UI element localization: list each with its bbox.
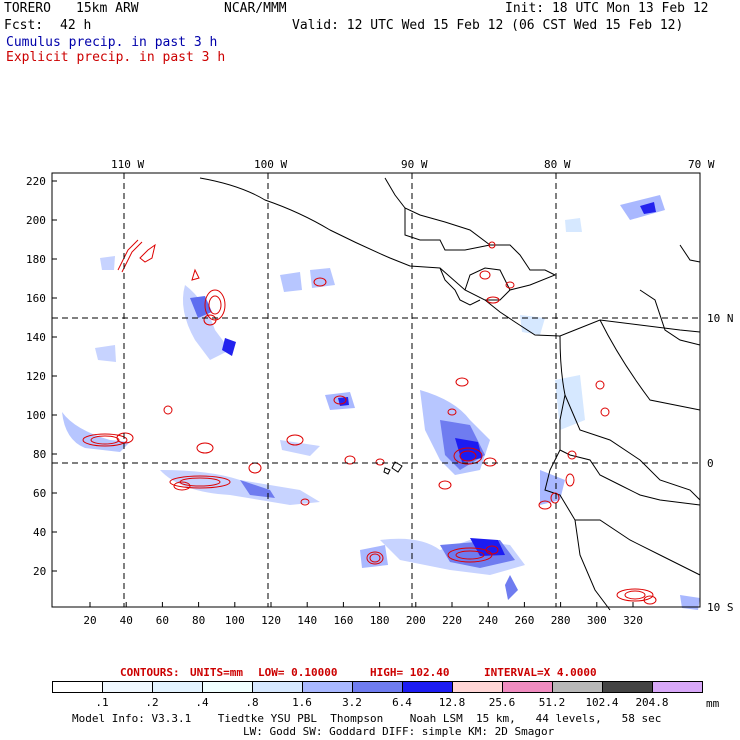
y-tick-label: 60 [33, 487, 47, 500]
colorbar-unit: mm [706, 697, 720, 710]
colorbar-label: 6.4 [392, 696, 412, 709]
contours-units: UNITS=mm [190, 666, 243, 679]
y-tick-label: 120 [26, 370, 46, 383]
y-tick-label: 180 [26, 253, 46, 266]
colorbar-swatch [602, 681, 653, 693]
init-time: Init: 18 UTC Mon 13 Feb 12 [505, 1, 709, 16]
x-tick-label: 300 [586, 614, 607, 627]
y-tick-label: 160 [26, 292, 46, 305]
colorbar-label: .4 [195, 696, 209, 709]
colorbar-label: .2 [145, 696, 159, 709]
y-tick-label: 220 [26, 175, 46, 188]
x-tick-label: 280 [550, 614, 571, 627]
colorbar-label: 204.8 [635, 696, 669, 709]
forecast-hours: 42 h [60, 18, 92, 33]
colorbar-label: 102.4 [585, 696, 619, 709]
y-tick-label: 20 [33, 565, 47, 578]
colorbar-swatch [102, 681, 153, 693]
x-tick-label: 80 [192, 614, 206, 627]
valid-time: Valid: 12 UTC Wed 15 Feb 12 (06 CST Wed … [292, 18, 684, 33]
colorbar-swatch [552, 681, 603, 693]
colorbar-label: 51.2 [538, 696, 566, 709]
organization: NCAR/MMM [224, 1, 287, 16]
cumulus-precip-title: Cumulus precip. in past 3 h [6, 35, 218, 50]
colorbar-label: 12.8 [438, 696, 466, 709]
y-tick-label: 140 [26, 331, 46, 344]
lon-label-90w: 90 W [401, 158, 428, 171]
lat-label-equator: 0 [707, 457, 714, 470]
lon-label-110w: 110 W [111, 158, 145, 171]
colorbar-swatch [252, 681, 303, 693]
explicit-precip-title: Explicit precip. in past 3 h [6, 50, 226, 65]
model-info-line1: Model Info: V3.3.1 Tiedtke YSU PBL Thomp… [72, 712, 662, 725]
x-tick-label: 220 [442, 614, 462, 627]
colorbar-swatch [352, 681, 403, 693]
x-tick-label: 160 [333, 614, 354, 627]
explicit-precip-contours [82, 239, 657, 605]
x-tick-label: 20 [83, 614, 97, 627]
colorbar-swatch [502, 681, 553, 693]
y-tick-label: 100 [26, 409, 46, 422]
colorbar-swatch [52, 681, 103, 693]
contours-high: HIGH= 102.40 [370, 666, 450, 679]
colorbar-label: 3.2 [342, 696, 362, 709]
contours-low: LOW= 0.10000 [258, 666, 338, 679]
model-info-line2: LW: Godd SW: Goddard DIFF: simple KM: 2D… [243, 725, 555, 738]
x-tick-label: 320 [623, 614, 643, 627]
contours-label: CONTOURS: [120, 666, 180, 679]
forecast-label: Fcst: [4, 18, 44, 33]
x-tick-label: 40 [119, 614, 133, 627]
x-tick-label: 140 [297, 614, 318, 627]
colorbar-label: .1 [95, 696, 109, 709]
colorbar-swatch [302, 681, 353, 693]
colorbar-label: 25.6 [488, 696, 516, 709]
x-tick-label: 200 [405, 614, 426, 627]
colorbar-swatch [652, 681, 703, 693]
colorbar-label: 1.6 [292, 696, 312, 709]
colorbar-label: .8 [245, 696, 259, 709]
lat-label-10s: 10 S [707, 601, 734, 614]
y-tick-label: 200 [26, 214, 46, 227]
y-tick-label: 40 [33, 526, 47, 539]
contours-interval: INTERVAL=X 4.0000 [484, 666, 597, 679]
cumulus-precip-shading [62, 195, 700, 610]
colorbar-swatch [402, 681, 453, 693]
colorbar-swatch [152, 681, 203, 693]
x-tick-label: 240 [478, 614, 499, 627]
x-tick-label: 100 [224, 614, 245, 627]
x-tick-label: 180 [369, 614, 390, 627]
x-tick-label: 260 [514, 614, 535, 627]
lon-label-70w: 70 W [688, 158, 715, 171]
x-tick-label: 120 [261, 614, 281, 627]
lat-label-10n: 10 N [707, 312, 734, 325]
x-tick-label: 60 [155, 614, 170, 627]
colorbar-swatch [202, 681, 253, 693]
coastlines [199, 177, 701, 611]
graticule [52, 173, 700, 607]
y-tick-label: 80 [33, 448, 47, 461]
map-frame [51, 172, 701, 608]
model-resolution: 15km ARW [76, 1, 139, 16]
lon-label-80w: 80 W [544, 158, 571, 171]
lon-label-100w: 100 W [254, 158, 288, 171]
colorbar-swatch [452, 681, 503, 693]
model-name: TORERO [4, 1, 51, 16]
